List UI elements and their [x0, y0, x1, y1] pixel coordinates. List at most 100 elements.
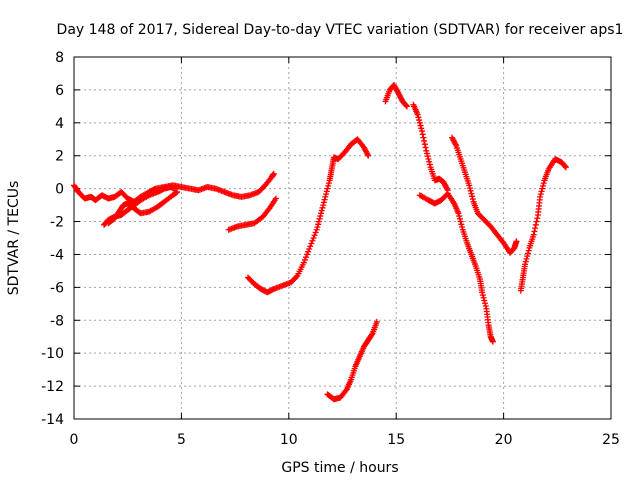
data-point [317, 213, 324, 220]
data-point [307, 243, 314, 250]
data-point [539, 182, 546, 189]
data-point [466, 182, 473, 189]
data-point [313, 226, 320, 233]
data-point [318, 207, 325, 214]
data-point [426, 158, 433, 165]
data-point [532, 221, 539, 228]
data-point [302, 254, 309, 261]
data-point [325, 182, 332, 189]
data-point [308, 240, 315, 247]
data-point [300, 259, 307, 266]
data-point [459, 224, 466, 231]
data-point [540, 180, 547, 187]
data-point [531, 228, 538, 235]
data-point [324, 185, 331, 192]
chart-title: Day 148 of 2017, Sidereal Day-to-day VTE… [57, 22, 624, 38]
x-axis-label: GPS time / hours [281, 460, 398, 476]
grid-lines [74, 57, 611, 419]
data-point [320, 199, 327, 206]
data-point [319, 204, 326, 211]
data-point [537, 193, 544, 200]
data-point [522, 261, 529, 268]
x-tick-label: 15 [387, 432, 405, 448]
y-tick-label: 8 [55, 50, 64, 66]
data-point [524, 253, 531, 260]
data-point [415, 114, 422, 121]
plot-frame [73, 56, 612, 420]
data-point [365, 152, 372, 159]
data-point [455, 210, 462, 217]
data-point [321, 196, 328, 203]
data-point [417, 122, 424, 129]
data-point [311, 232, 318, 239]
data-point [466, 185, 473, 192]
data-point [513, 238, 520, 245]
data-point [562, 164, 569, 171]
y-tick-label: -10 [41, 346, 64, 362]
data-point [458, 221, 465, 228]
data-point [532, 225, 539, 232]
y-tick-label: 4 [55, 116, 64, 132]
y-tick-label: -12 [41, 379, 64, 395]
data-point [309, 237, 316, 244]
y-tick-label: -2 [50, 215, 64, 231]
x-tick-label: 25 [602, 432, 620, 448]
data-point [418, 128, 425, 135]
data-point [416, 117, 423, 124]
data-point [523, 255, 530, 262]
data-point [421, 141, 428, 148]
data-point [314, 224, 321, 231]
data-point [322, 193, 329, 200]
data-point [301, 256, 308, 263]
data-point [420, 134, 427, 141]
x-tick-label: 10 [280, 432, 298, 448]
data-point [533, 218, 540, 225]
data-point [323, 191, 330, 198]
data-point [421, 137, 428, 144]
y-tick-label: 2 [55, 149, 64, 165]
y-tick-label: 0 [55, 182, 64, 198]
data-point [539, 185, 546, 192]
data-point [538, 188, 545, 195]
data-point [424, 153, 431, 160]
data-point [403, 103, 410, 110]
data-point [522, 258, 529, 265]
data-point [479, 289, 486, 296]
data-point [305, 248, 312, 255]
x-tick-label: 0 [70, 432, 79, 448]
data-point [304, 251, 311, 258]
data-point [423, 147, 430, 154]
data-point [456, 213, 463, 220]
y-tick-label: -6 [50, 280, 64, 296]
data-point [416, 119, 423, 126]
data-point [272, 195, 279, 202]
data-point [425, 156, 432, 163]
data-point [368, 331, 375, 338]
data-points [71, 81, 569, 403]
data-point [480, 294, 487, 301]
data-point [316, 215, 323, 222]
y-axis-label: SDTVAR / TECUs [6, 181, 22, 296]
data-point [373, 318, 380, 325]
data-point [469, 196, 476, 203]
data-point [489, 338, 496, 345]
data-point [482, 303, 489, 310]
data-point [469, 193, 476, 200]
data-point [325, 180, 332, 187]
data-point [479, 292, 486, 299]
data-point [323, 188, 330, 195]
data-point [310, 235, 317, 241]
data-point [467, 187, 474, 194]
data-point [422, 144, 429, 151]
data-point [537, 191, 544, 198]
x-tick-label: 5 [177, 432, 186, 448]
data-point [414, 111, 421, 118]
data-point [562, 163, 569, 170]
data-point [530, 231, 537, 238]
data-point [456, 215, 463, 222]
y-tick-label: 6 [55, 83, 64, 99]
data-point [318, 210, 325, 217]
y-tick-label: -4 [50, 247, 64, 263]
